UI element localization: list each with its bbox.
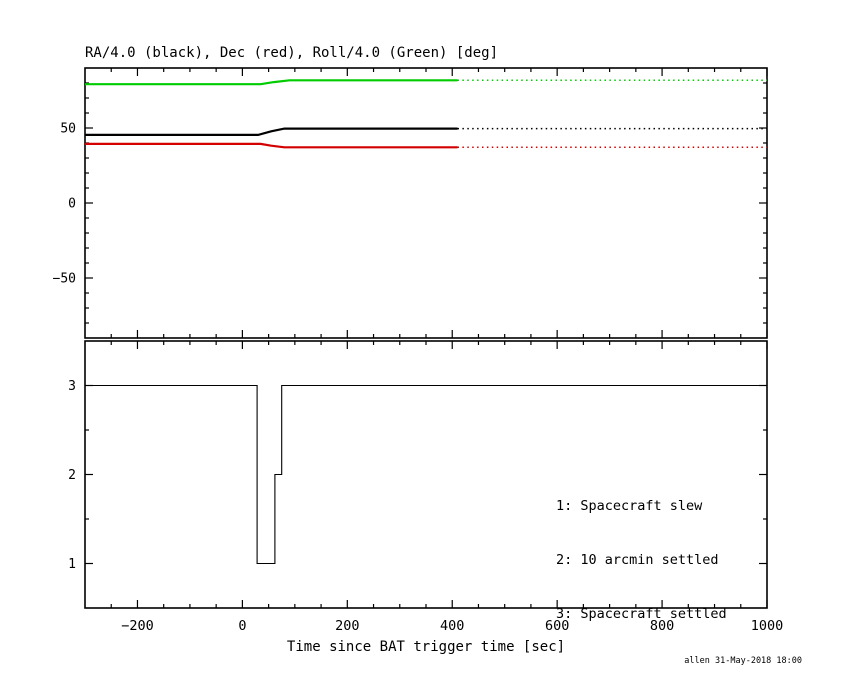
series-ra_over_4 (85, 127, 458, 136)
x-tick-label: 1000 (751, 618, 784, 634)
x-axis-label: Time since BAT trigger time [sec] (286, 639, 566, 655)
x-tick-label: 600 (545, 618, 569, 634)
y-tick-label: 0 (68, 197, 76, 212)
y-tick-label: 2 (68, 468, 76, 483)
y-tick-label: 3 (68, 379, 76, 394)
x-tick-label: 400 (440, 618, 464, 634)
legend-spacecraft-settled: 3: Spacecraft settled (556, 606, 727, 622)
series-dec (85, 142, 458, 149)
legend-10-arcmin-settled: 2: 10 arcmin settled (556, 552, 719, 568)
x-tick-label: 0 (238, 618, 246, 634)
y-tick-label: 50 (60, 122, 76, 137)
y-tick-label: −50 (53, 272, 76, 287)
panel-frame (84, 67, 768, 339)
series-roll_over_4 (85, 79, 458, 86)
y-tick-label: 1 (68, 557, 76, 572)
x-tick-label: 200 (335, 618, 359, 634)
plot-title: RA/4.0 (black), Dec (red), Roll/4.0 (Gre… (85, 45, 499, 61)
x-tick-label: −200 (121, 618, 154, 634)
series-flag (85, 384, 767, 565)
flag-legend: 1: Spacecraft slew 2: 10 arcmin settled … (556, 461, 727, 659)
x-tick-label: 800 (650, 618, 674, 634)
legend-spacecraft-slew: 1: Spacecraft slew (556, 498, 703, 514)
credit-text: allen 31-May-2018 18:00 (684, 656, 802, 666)
